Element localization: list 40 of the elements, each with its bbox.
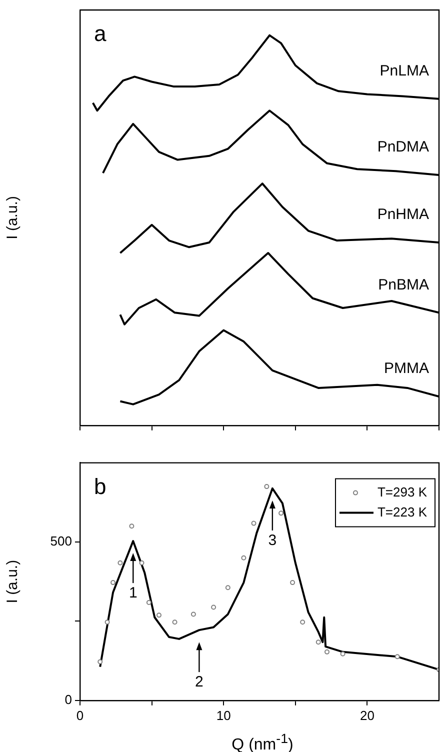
annotation: 2 [195,674,204,691]
series-label: PnLMA [380,62,429,80]
point [300,620,306,625]
point [139,560,144,566]
y-axis-title: I (a.u.) [4,560,22,604]
x-tick-label: 0 [76,708,84,723]
point [316,640,321,645]
point [340,651,346,656]
point [190,612,196,617]
y-tick-label: 500 [50,534,72,549]
point [98,659,103,664]
point [290,580,296,586]
annotation: a [94,21,107,46]
y-axis-title: I (a.u.) [4,196,22,240]
point [156,612,162,618]
annotation: 3 [268,532,277,550]
series-label: PnBMA [378,276,429,294]
point [211,604,216,610]
point [129,524,134,529]
legend-label: T=293 K [377,484,428,500]
series-label: PMMA [384,360,429,378]
point [146,600,152,606]
x-tick-label: 10 [216,708,231,723]
legend-label: T=223 K [377,504,428,520]
series-label: PnDMA [377,138,429,156]
point [104,620,110,625]
point [225,585,230,590]
point [324,649,330,654]
annotation: b [94,474,106,499]
point [118,560,123,566]
point [110,580,116,586]
series-label: PnHMA [377,206,429,224]
annotation: 1 [128,584,138,602]
point [278,510,284,516]
point [241,555,246,560]
point [172,620,178,625]
point [264,484,270,490]
point [251,520,256,526]
x-tick-label: 20 [360,708,374,723]
point [394,654,400,660]
